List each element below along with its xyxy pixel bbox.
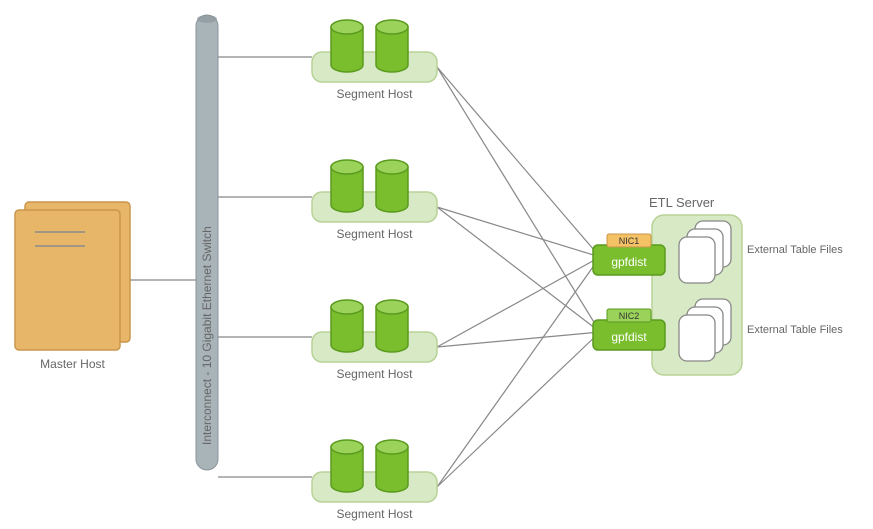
gpfdist-label: gpfdist [611, 330, 647, 344]
segment-host: Segment Host [312, 300, 437, 381]
nic-label: NIC2 [619, 311, 640, 321]
segment-host-label: Segment Host [336, 227, 413, 241]
gpfdist-label: gpfdist [611, 255, 647, 269]
segment-host-label: Segment Host [336, 367, 413, 381]
external-files-label-bottom: External Table Files [747, 324, 843, 336]
segment-host: Segment Host [312, 20, 437, 101]
interconnect-switch-label: Interconnect - 10 Gigabit Ethernet Switc… [200, 226, 214, 445]
nic-label: NIC1 [619, 236, 640, 246]
master-host-front [15, 210, 120, 350]
segment-host-label: Segment Host [336, 507, 413, 521]
segment-host-label: Segment Host [336, 87, 413, 101]
etl-server: ETL Server gpfdist NIC1 gpfdist NIC2 External… [593, 195, 843, 375]
diagram-canvas: Master Host Interconnect - 10 Gigabit Eth… [0, 0, 873, 529]
etl-server-label: ETL Server [649, 195, 715, 210]
external-files-label-top: External Table Files [747, 244, 843, 256]
segment-host: Segment Host [312, 440, 437, 521]
segment-host: Segment Host [312, 160, 437, 241]
master-host-label: Master Host [40, 357, 105, 371]
